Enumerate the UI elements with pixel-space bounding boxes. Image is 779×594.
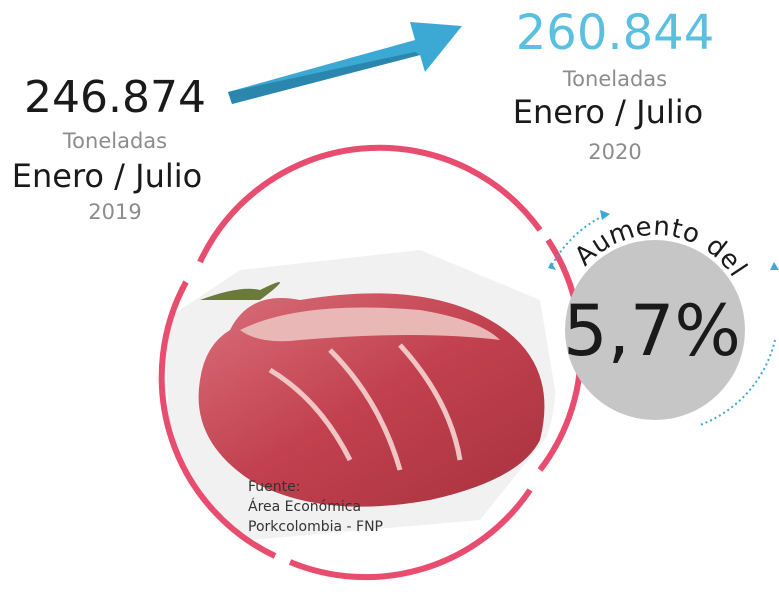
right-value: 260.844 <box>516 5 715 61</box>
left-unit: Toneladas <box>62 129 167 153</box>
left-period: Enero / Julio <box>12 157 202 195</box>
badge-value: 5,7% <box>563 290 741 372</box>
source-line: Porkcolombia - FNP <box>248 519 383 535</box>
arrow <box>228 22 462 104</box>
meat-photo <box>164 182 556 574</box>
source-line: Área Económica <box>248 498 361 515</box>
ring <box>158 144 584 581</box>
right-period: Enero / Julio <box>513 93 703 131</box>
dotted-arcs <box>551 214 776 426</box>
badge <box>565 240 745 420</box>
right-unit: Toneladas <box>562 67 667 91</box>
left-value: 246.874 <box>24 72 206 123</box>
source-line: Fuente: <box>248 479 300 495</box>
right-year: 2020 <box>588 140 641 164</box>
left-year: 2019 <box>88 200 141 224</box>
